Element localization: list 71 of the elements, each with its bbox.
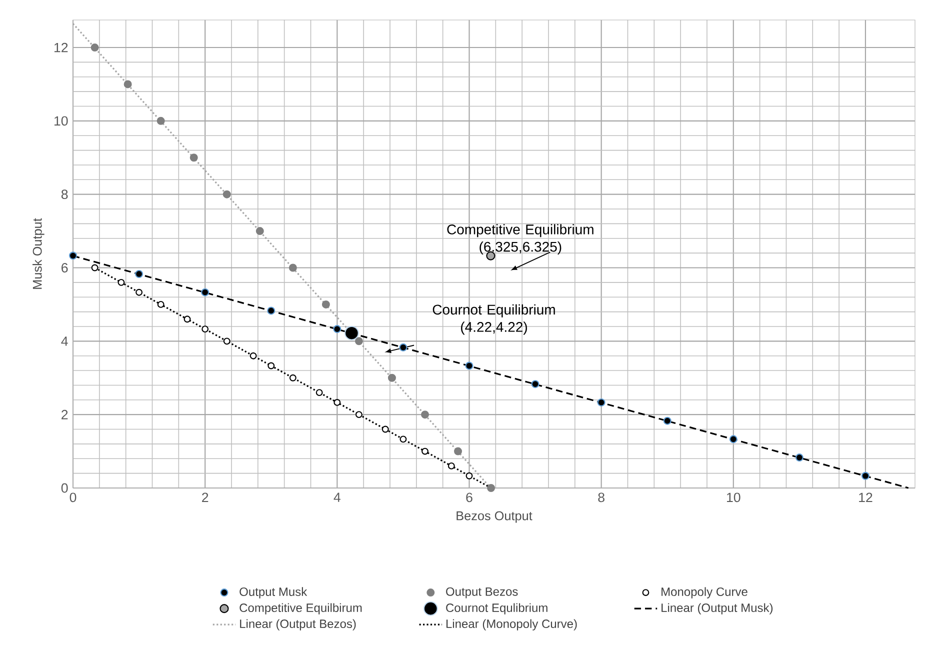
point <box>861 472 870 480</box>
point <box>222 190 231 198</box>
legend-label: Cournot Equlibrium <box>446 603 548 614</box>
y-tick-label: 12 <box>54 42 68 52</box>
y-tick-label: 6 <box>62 263 68 272</box>
legend-label: Linear (Output Musk) <box>662 603 773 614</box>
point <box>256 227 264 236</box>
point <box>322 300 330 308</box>
point <box>382 426 389 433</box>
x-tick-label: 8 <box>598 492 604 502</box>
point <box>334 398 341 406</box>
point <box>729 435 738 444</box>
point <box>663 416 672 425</box>
legend-label: Linear (Output Bezos) <box>240 619 356 630</box>
point <box>202 326 209 333</box>
point <box>124 80 132 88</box>
point <box>316 389 323 396</box>
point <box>157 300 164 308</box>
point <box>400 436 407 443</box>
point <box>118 278 125 286</box>
point <box>355 411 362 418</box>
x-tick-label: 10 <box>727 492 740 502</box>
point <box>136 288 143 296</box>
legend-label: Monopoly Curve <box>662 587 748 598</box>
point <box>399 343 408 352</box>
x-tick-label: 6 <box>466 492 472 502</box>
point <box>268 362 275 370</box>
point <box>267 306 276 315</box>
x-tick-label: 12 <box>859 492 872 502</box>
point <box>422 448 428 455</box>
point <box>448 462 455 470</box>
point <box>333 325 342 334</box>
point <box>156 116 165 125</box>
point <box>795 454 804 462</box>
x-tick-label: 2 <box>202 492 208 502</box>
point <box>354 337 363 346</box>
legend-label: Competitive Equilbirum <box>240 603 362 614</box>
point <box>201 288 210 296</box>
y-tick-label: 0 <box>61 483 68 493</box>
point <box>487 484 496 492</box>
y-tick-label: 8 <box>61 190 68 200</box>
legend-label: Output Bezos <box>446 587 518 598</box>
point <box>289 374 296 382</box>
point <box>190 154 198 162</box>
point <box>69 252 78 260</box>
annotation: Competitive Equilibrium (6.325,6.325) <box>447 224 594 255</box>
point <box>250 352 257 360</box>
point <box>223 338 230 345</box>
point <box>466 472 473 480</box>
x-axis-title: Bezos Output <box>456 511 532 523</box>
legend-label: Linear (Monopoly Curve) <box>446 619 577 630</box>
x-tick-label: 4 <box>334 492 340 502</box>
point <box>184 316 191 323</box>
y-axis-title: Musk Output <box>32 218 44 289</box>
point <box>135 270 144 278</box>
point <box>388 374 396 382</box>
point <box>90 44 99 52</box>
point <box>91 264 98 272</box>
x-tick-label: 0 <box>70 492 76 502</box>
point <box>420 410 429 419</box>
y-tick-label: 4 <box>61 336 68 346</box>
point <box>454 447 462 456</box>
point <box>531 380 540 388</box>
point <box>465 362 474 370</box>
y-tick-label: 10 <box>54 116 68 126</box>
point <box>344 326 359 340</box>
legend-label: Output Musk <box>240 587 308 598</box>
y-tick-label: 2 <box>62 410 68 420</box>
point <box>597 398 606 406</box>
point <box>288 264 297 272</box>
annotation: Cournot Equilibrium (4.22,4.22) <box>432 304 555 335</box>
